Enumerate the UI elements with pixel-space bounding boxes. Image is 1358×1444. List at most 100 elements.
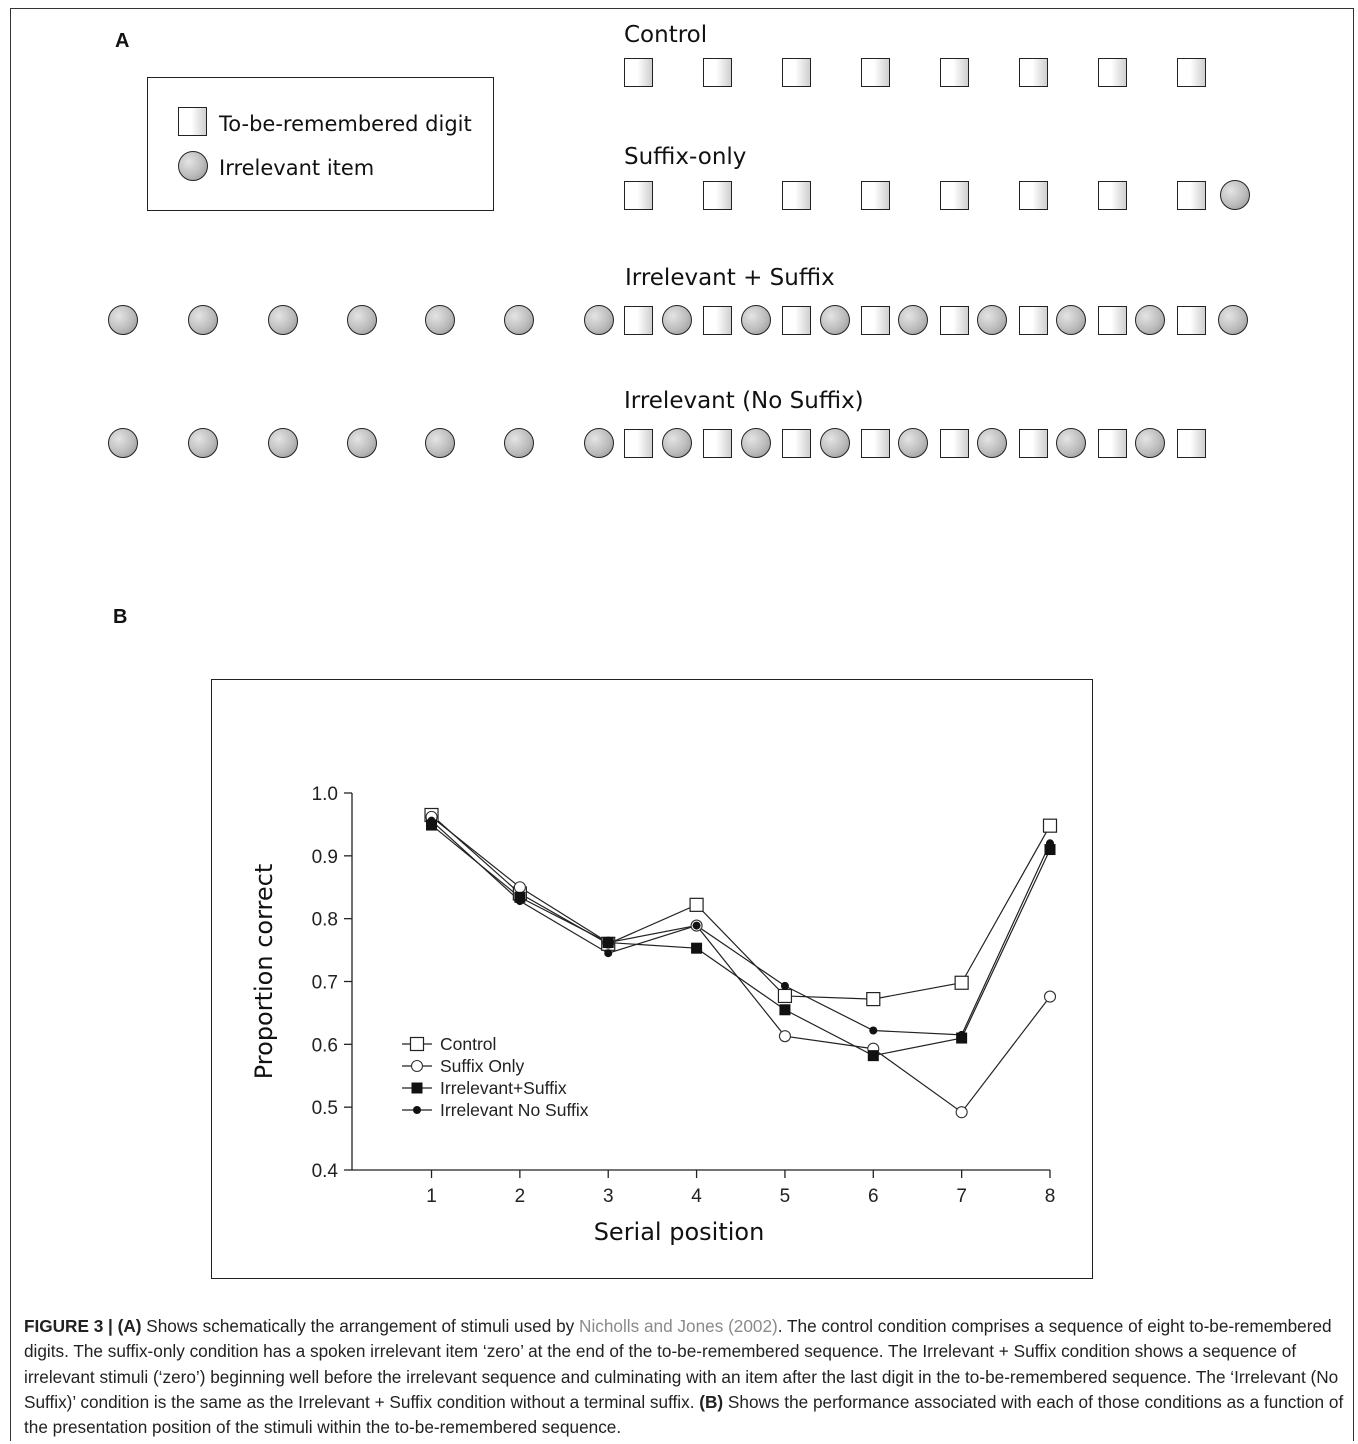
irrelevant-suffix-digit-square [861,306,890,335]
irrelevant-suffix-irrelevant-circle [108,305,138,335]
irrelevant-no-suffix-irrelevant-circle [1135,428,1165,458]
series-line-1 [431,816,1051,1114]
irrelevant-suffix-irrelevant-circle [898,305,928,335]
irrelevant-no-suffix-irrelevant-circle [741,428,771,458]
control-digit-square [703,58,732,87]
irrelevant-suffix-digit-square [1019,306,1048,335]
figure-frame [10,8,1354,1441]
legend-marker [411,1082,423,1094]
irrelevant-no-suffix-digit-square [940,429,969,458]
irrelevant-no-suffix-irrelevant-circle [977,428,1007,458]
suffix-only-digit-square [940,181,969,210]
irrelevant-suffix-irrelevant-circle [820,305,850,335]
irrelevant-suffix-irrelevant-circle [188,305,218,335]
y-axis-label: Proportion correct [250,864,278,1080]
series-3-point [692,921,701,930]
caption-figure-label: FIGURE 3 | [24,1316,118,1336]
x-axis-label: Serial position [594,1218,765,1246]
irrelevant-no-suffix-irrelevant-circle [662,428,692,458]
irrelevant-no-suffix-irrelevant-circle [108,428,138,458]
series-0-point [777,988,793,1004]
legend-box: To-be-remembered digit Irrelevant item [147,77,494,211]
control-digit-square [1177,58,1206,87]
irrelevant-suffix-irrelevant-circle [425,305,455,335]
x-tick-label: 2 [515,1186,526,1207]
legend-label: Irrelevant+Suffix [440,1078,567,1098]
series-0-point [1042,818,1058,833]
control-digit-square [940,58,969,87]
irrelevant-no-suffix-irrelevant-circle [1056,428,1086,458]
panel-b-letter: B [113,606,128,628]
row-label-control: Control [624,22,708,48]
series-line-2 [431,824,1051,1057]
irrelevant-no-suffix-digit-square [861,429,890,458]
legend-label: Suffix Only [440,1056,525,1076]
series-3-point [1046,839,1054,848]
x-tick-label: 3 [603,1186,614,1207]
irrelevant-suffix-irrelevant-circle [347,305,377,335]
irrelevant-suffix-digit-square [624,306,653,335]
caption-citation-link[interactable]: Nicholls and Jones (2002) [579,1316,778,1336]
irrelevant-no-suffix-irrelevant-circle [504,428,534,458]
series-3-point [604,949,613,958]
series-3-point [957,1030,966,1039]
x-tick-label: 5 [780,1186,791,1207]
irrelevant-suffix-terminal-circle [1218,305,1248,335]
suffix-item-circle [1220,180,1250,210]
irrelevant-suffix-irrelevant-circle [1135,305,1165,335]
caption-text-2: . The control condition comprises a sequ… [24,1316,1339,1412]
x-tick-label: 7 [956,1186,967,1207]
series-2-point [691,942,703,954]
series-line-0 [431,814,1051,1000]
legend-label: Irrelevant No Suffix [440,1100,589,1120]
irrelevant-suffix-digit-square [940,306,969,335]
legend-circle-label: Irrelevant item [219,156,375,180]
y-tick-label: 0.7 [312,973,338,994]
irrelevant-no-suffix-irrelevant-circle [584,428,614,458]
x-tick-label: 1 [426,1186,437,1207]
irrelevant-no-suffix-irrelevant-circle [898,428,928,458]
suffix-only-digit-square [703,181,732,210]
suffix-only-digit-square [624,181,653,210]
suffix-only-digit-square [782,181,811,210]
suffix-only-digit-square [1098,181,1127,210]
series-3-point [780,981,789,990]
irrelevant-no-suffix-irrelevant-circle [820,428,850,458]
irrelevant-no-suffix-digit-square [624,429,653,458]
irrelevant-suffix-irrelevant-circle [741,305,771,335]
y-tick-label: 0.8 [312,910,338,931]
irrelevant-suffix-digit-square [703,306,732,335]
irrelevant-suffix-digit-square [1177,306,1206,335]
irrelevant-suffix-irrelevant-circle [662,305,692,335]
series-3-point [869,1026,878,1035]
irrelevant-no-suffix-digit-square [1019,429,1048,458]
irrelevant-no-suffix-irrelevant-circle [425,428,455,458]
y-tick-label: 1.0 [312,784,338,805]
irrelevant-suffix-irrelevant-circle [268,305,298,335]
series-2-point [779,1004,791,1016]
legend-label: Control [440,1034,496,1054]
series-0-point [689,897,704,912]
x-tick-label: 6 [868,1186,879,1207]
series-0-point [954,975,969,990]
irrelevant-suffix-irrelevant-circle [1056,305,1086,335]
caption-text-3: Shows the performance associated with ea… [24,1391,1344,1438]
suffix-only-digit-square [1019,181,1048,210]
x-tick-label: 4 [691,1186,702,1207]
series-line-3 [431,820,1051,1036]
figure-caption: FIGURE 3 | (A) Shows schematically the a… [24,1314,1344,1440]
row-label-suffix-only: Suffix-only [624,144,747,170]
series-1-point [955,1106,968,1119]
control-digit-square [861,58,890,87]
row-label-irrelevant-no-suffix: Irrelevant (No Suffix) [624,388,864,414]
legend-marker [409,1036,425,1052]
irrelevant-no-suffix-digit-square [782,429,811,458]
legend-circle-icon [178,151,208,181]
caption-part-a: (A) [117,1316,142,1336]
series-0-point [866,991,881,1007]
chart-box: 0.4 0.5 0.6 0.7 0.8 0.9 1.0 1 2 3 4 5 6 7 8 Serial posi… [211,679,1093,1279]
irrelevant-no-suffix-digit-square [1177,429,1206,458]
irrelevant-no-suffix-irrelevant-circle [268,428,298,458]
irrelevant-suffix-irrelevant-circle [584,305,614,335]
series-1-point [1043,990,1057,1003]
